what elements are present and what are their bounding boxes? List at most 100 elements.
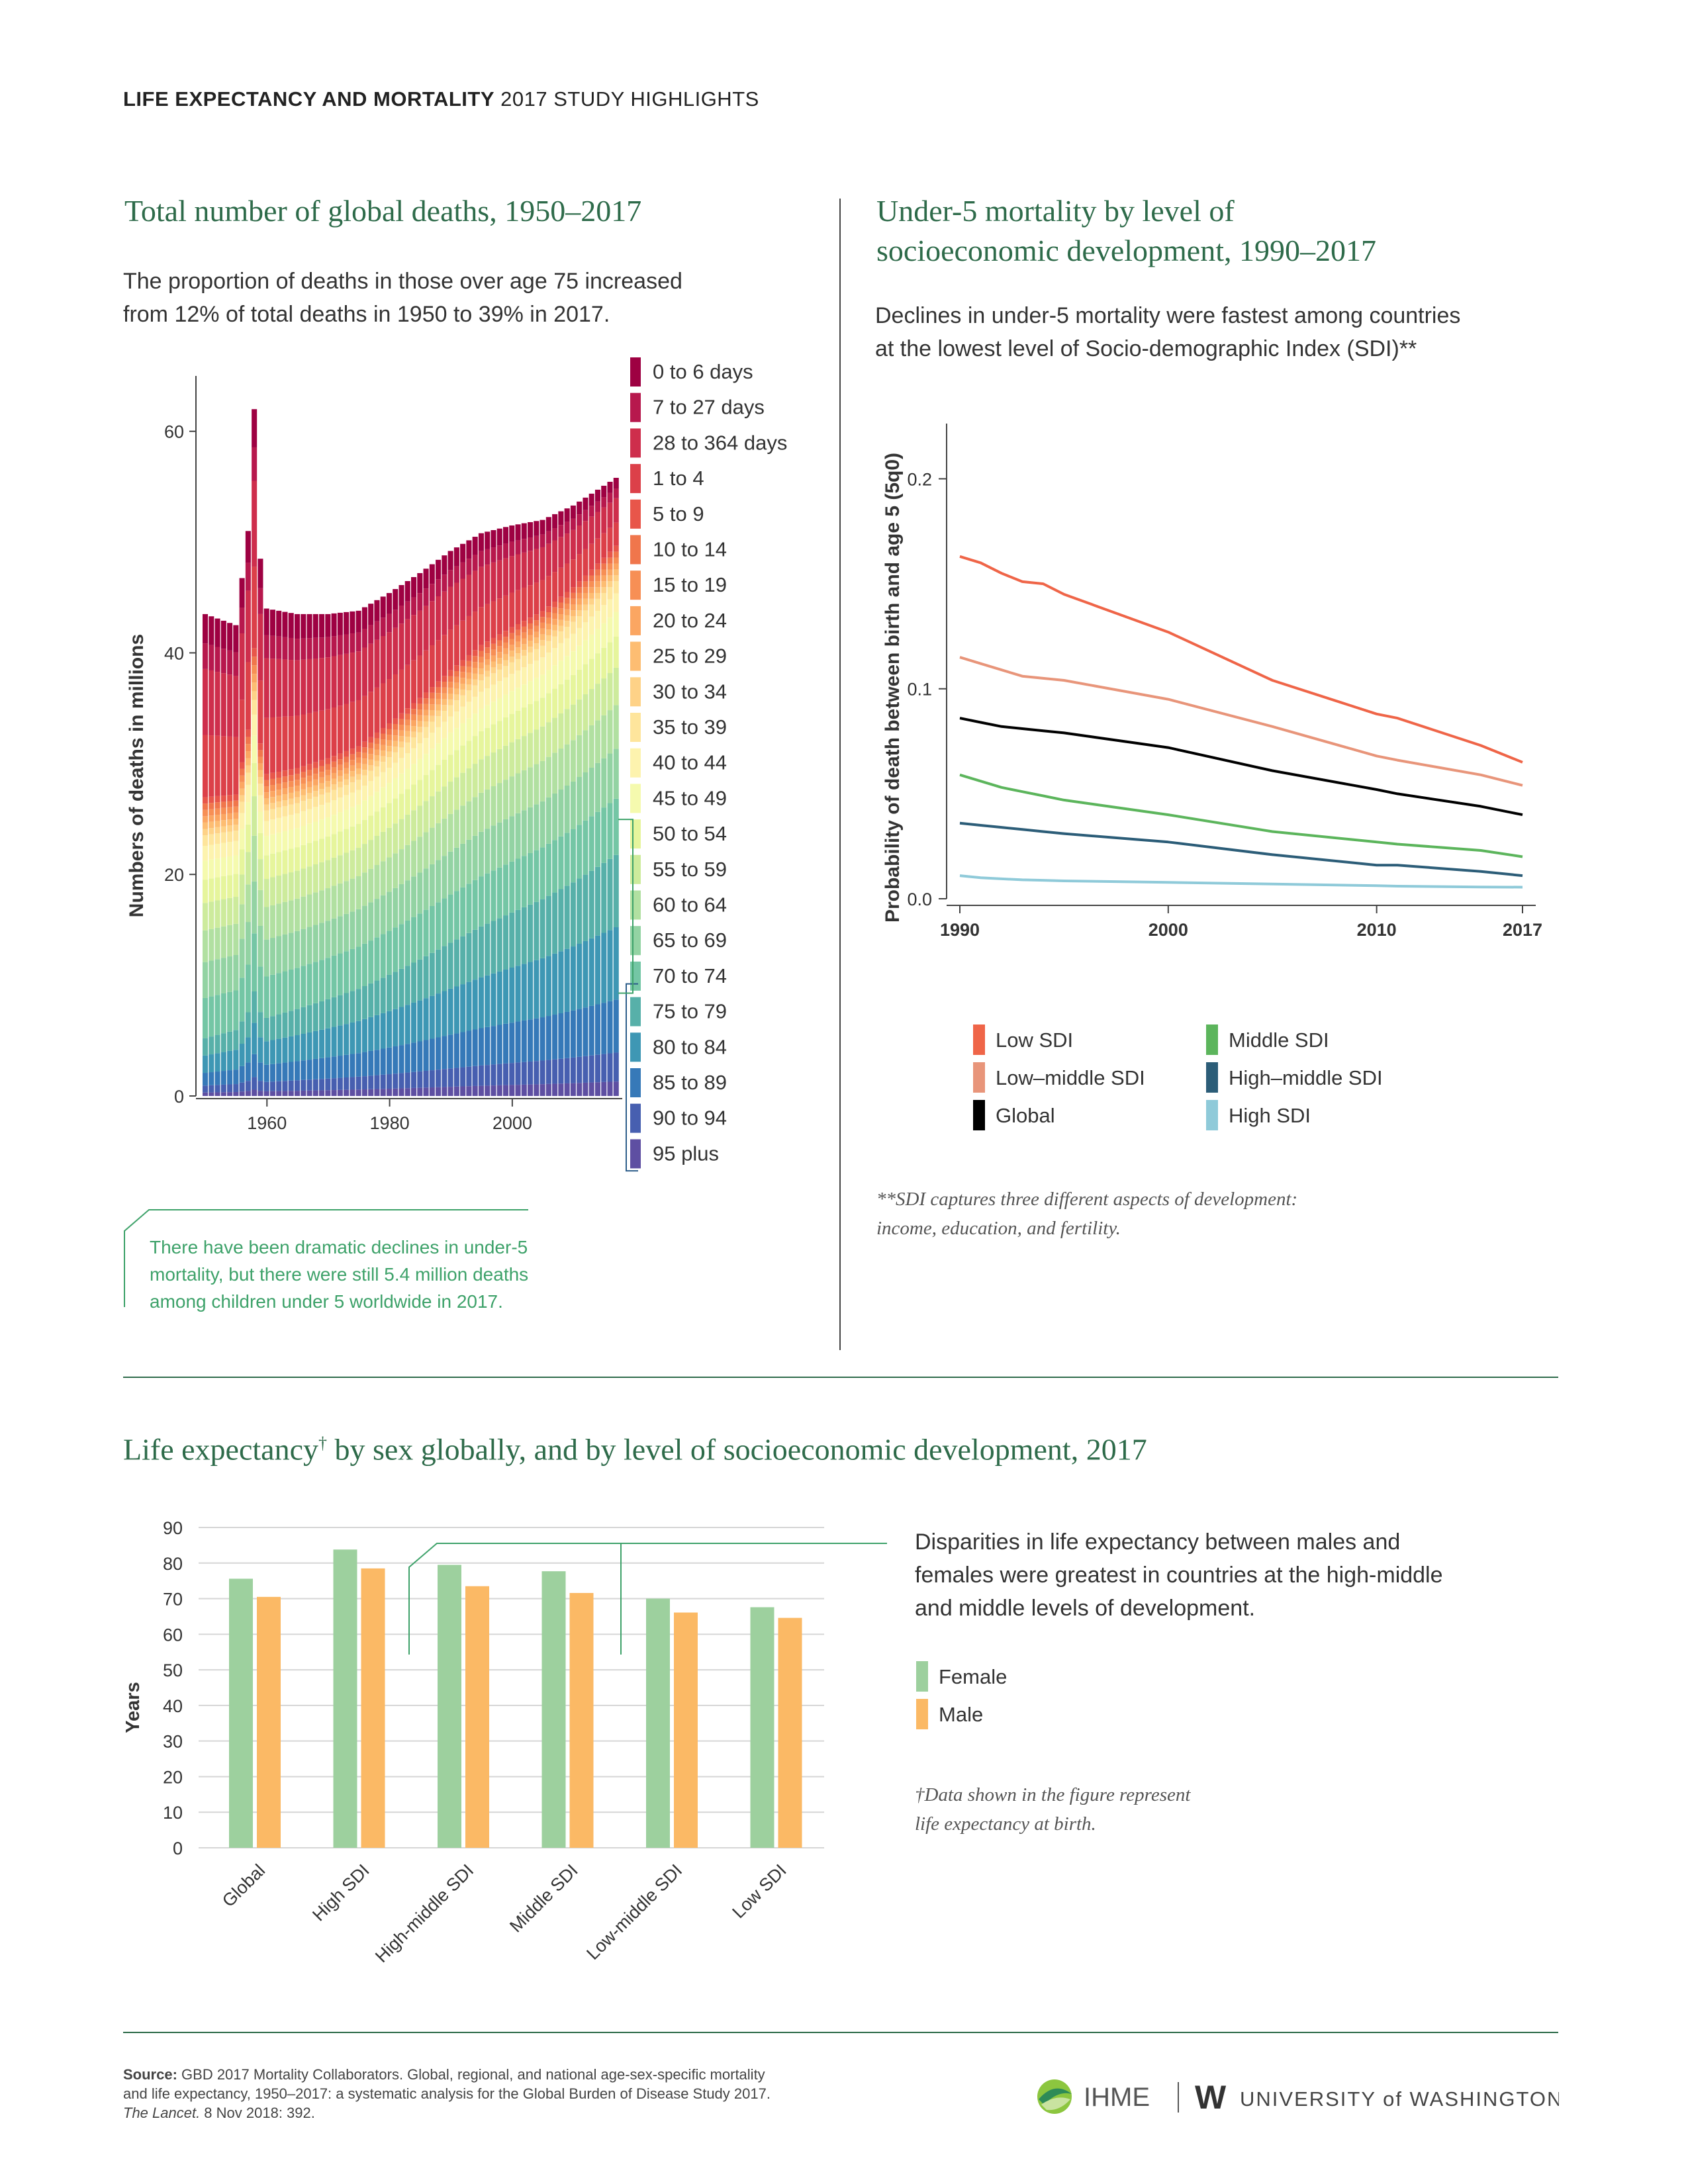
deaths-bar-segment [502,864,509,916]
deaths-bar-segment [288,848,294,873]
deaths-bar-segment [209,735,214,797]
deaths-bar-segment [594,501,600,512]
deaths-bar-segment [239,978,245,1022]
deaths-bar-segment [233,676,239,737]
deaths-bar-segment [350,754,355,760]
deaths-bar-segment [386,735,392,741]
deaths-bar-segment [312,1030,318,1059]
deaths-bar-segment [374,1015,380,1050]
deaths-bar-segment [386,1074,392,1089]
deaths-bar-segment [460,887,466,936]
deaths-bar-segment [545,606,551,612]
deaths-bar-segment [417,780,423,806]
deaths-bar-segment [380,683,386,728]
deaths-bar-segment [386,679,392,723]
deaths-bar-segment [417,593,423,611]
deaths-bar-segment [393,1073,399,1089]
deaths-bar-segment [588,587,594,593]
deaths-legend-label: 50 to 54 [653,822,727,845]
deaths-bar-segment [258,795,263,812]
deaths-bar-segment [269,1016,275,1040]
deaths-bar-segment [442,786,447,819]
deaths-bar-segment [258,680,263,744]
deaths-bar-segment [485,1026,491,1066]
deaths-bar-segment [570,529,576,560]
deaths-bar-segment [528,767,534,807]
deaths-bar-segment [436,698,442,705]
deaths-bar-segment [350,1022,355,1054]
deaths-bar-segment [276,1038,282,1064]
deaths-bar-segment [233,841,239,856]
deaths-bar-segment [209,1072,214,1085]
deaths-bar-segment [276,903,282,936]
deaths-bar-segment [594,512,600,539]
deaths-bar-segment [588,938,594,1006]
deaths-bar-segment [203,903,209,931]
deaths-bar-segment [570,587,576,593]
deaths-bar-segment [545,617,551,624]
deaths-bar-segment [203,997,209,1038]
deaths-bar-segment [239,829,245,850]
deaths-bar-segment [282,850,288,874]
deaths-bar-segment [220,807,226,814]
deaths-bar-segment [496,528,502,546]
deaths-bar-segment [361,1076,367,1090]
deaths-bar-segment [344,951,350,993]
deaths-bar-segment [239,801,245,813]
deaths-bar-segment [361,629,367,648]
deaths-bar-segment [209,859,214,879]
deaths-bar-segment [588,593,594,599]
deaths-bar-segment [558,625,564,632]
deaths-bar-segment [319,862,325,891]
deaths-bar-segment [337,953,343,995]
deaths-bar-segment [245,563,251,591]
callout-text-1: There have been dramatic declines in und… [150,1237,528,1257]
deaths-bar-segment [276,801,282,808]
deaths-bar-segment [521,1084,527,1096]
deaths-bar-segment [258,777,263,784]
deaths-bar-segment [534,901,539,960]
deaths-bar-segment [263,658,269,718]
deaths-bar-segment [509,633,515,639]
deaths-bar-segment [263,804,269,811]
deaths-bar-segment [374,738,380,744]
deaths-bar-segment [528,904,534,962]
deaths-bar-segment [282,799,288,806]
deaths-bar-segment [227,795,233,801]
deaths-bar-segment [399,623,404,670]
deaths-bar-segment [485,565,491,604]
deaths-bar-segment [374,811,380,837]
deaths-bar-segment [423,998,429,1040]
deaths-bar-segment [601,678,607,715]
deaths-bar-segment [306,1079,312,1091]
deaths-bar-segment [466,690,472,702]
deaths-bar-segment [423,1070,429,1088]
deaths-bar-segment [233,812,239,819]
deaths-bar-segment [239,813,245,829]
deaths-bar-segment [613,636,619,668]
deaths-bar-segment [361,786,367,801]
deaths-bar-segment [447,699,453,705]
deaths-bar-segment [607,753,613,803]
deaths-bar-segment [306,964,312,1005]
deaths-bar-segment [496,634,502,641]
deaths-bar-segment [515,653,521,659]
deaths-bar-segment [393,887,399,928]
deaths-bar-segment [312,711,318,762]
deaths-bar-segment [288,798,294,805]
deaths-bar-segment [252,881,258,934]
deaths-bar-segment [447,676,453,682]
deaths-bar-segment [436,764,442,792]
deaths-bar-segment [350,911,355,949]
u5-y-tick-label: 0.1 [907,680,932,700]
deaths-bar-segment [460,805,466,844]
deaths-bar-segment [374,754,380,761]
deaths-bar-segment [460,745,466,773]
deaths-bar-segment [613,557,619,564]
deaths-bar-segment [521,736,527,770]
deaths-bar-segment [564,709,570,745]
deaths-bar-segment [528,551,534,586]
deaths-bar-segment [393,610,399,628]
deaths-bar-segment [312,768,318,774]
deaths-bar-segment [545,693,551,723]
